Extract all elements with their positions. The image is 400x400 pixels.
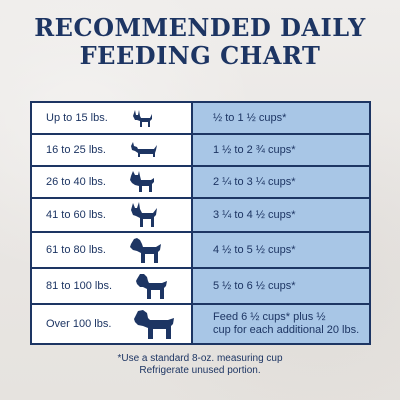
amount-cell: 1 ½ to 2 ¾ cups* [193,135,369,165]
table-row: 26 to 40 lbs. 2 ¼ to 3 ¼ cups* [32,167,369,197]
page-title: RECOMMENDED DAILY FEEDING CHART [0,14,400,70]
dachshund-icon [131,142,157,157]
weight-cell: 26 to 40 lbs. [32,167,191,197]
weight-label: 41 to 60 lbs. [46,209,106,221]
amount-label: ½ to 1 ½ cups* [213,111,287,124]
title-line-2: FEEDING CHART [79,41,321,70]
amount-label: 3 ¼ to 4 ½ cups* [213,208,296,221]
amount-cell: 3 ¼ to 4 ½ cups* [193,199,369,231]
title-line-1: RECOMMENDED DAILY [34,13,366,42]
weight-cell: 81 to 100 lbs. [32,269,191,303]
amount-cell: 4 ½ to 5 ½ cups* [193,233,369,267]
weight-cell: 61 to 80 lbs. [32,233,191,267]
weight-label: 16 to 25 lbs. [46,144,106,156]
boxer-icon [131,202,157,227]
amount-cell: 2 ¼ to 3 ¼ cups* [193,167,369,197]
amount-cell: Feed 6 ½ cups* plus ½ cup for each addit… [193,305,369,343]
table-row: Up to 15 lbs. ½ to 1 ½ cups* [32,103,369,133]
weight-label: Over 100 lbs. [46,318,112,330]
amount-label: 1 ½ to 2 ¾ cups* [213,143,296,156]
weight-cell: 16 to 25 lbs. [32,135,191,165]
large-retriever-icon [136,274,167,299]
table-row: 61 to 80 lbs. 4 ½ to 5 ½ cups* [32,233,369,267]
amount-cell: 5 ½ to 6 ½ cups* [193,269,369,303]
weight-label: Up to 15 lbs. [46,112,108,124]
weight-cell: 41 to 60 lbs. [32,199,191,231]
footnote-line-2: Refrigerate unused portion. [139,365,261,376]
weight-cell: Up to 15 lbs. [32,103,191,133]
amount-label: 2 ¼ to 3 ¼ cups* [213,175,296,188]
weight-label: 81 to 100 lbs. [46,280,113,292]
feeding-table: Up to 15 lbs. ½ to 1 ½ cups* 16 to 25 lb… [30,101,371,345]
table-row: 16 to 25 lbs. 1 ½ to 2 ¾ cups* [32,135,369,165]
amount-label: 4 ½ to 5 ½ cups* [213,243,296,256]
weight-label: 26 to 40 lbs. [46,176,106,188]
amount-cell: ½ to 1 ½ cups* [193,103,369,133]
table-row: Over 100 lbs. Feed 6 ½ cups* plus ½ cup … [32,305,369,343]
rottweiler-icon [130,238,161,263]
table-row: 41 to 60 lbs. 3 ¼ to 4 ½ cups* [32,199,369,231]
mastiff-icon [134,310,174,339]
amount-label: Feed 6 ½ cups* plus ½ cup for each addit… [213,311,360,336]
small-terrier-icon [133,110,152,127]
bulldog-icon [130,171,154,192]
weight-cell: Over 100 lbs. [32,305,191,343]
weight-label: 61 to 80 lbs. [46,244,106,256]
table-row: 81 to 100 lbs. 5 ½ to 6 ½ cups* [32,269,369,303]
amount-label: 5 ½ to 6 ½ cups* [213,279,296,292]
footnote-line-1: *Use a standard 8-oz. measuring cup [117,353,283,364]
footnote: *Use a standard 8-oz. measuring cup Refr… [0,353,400,377]
